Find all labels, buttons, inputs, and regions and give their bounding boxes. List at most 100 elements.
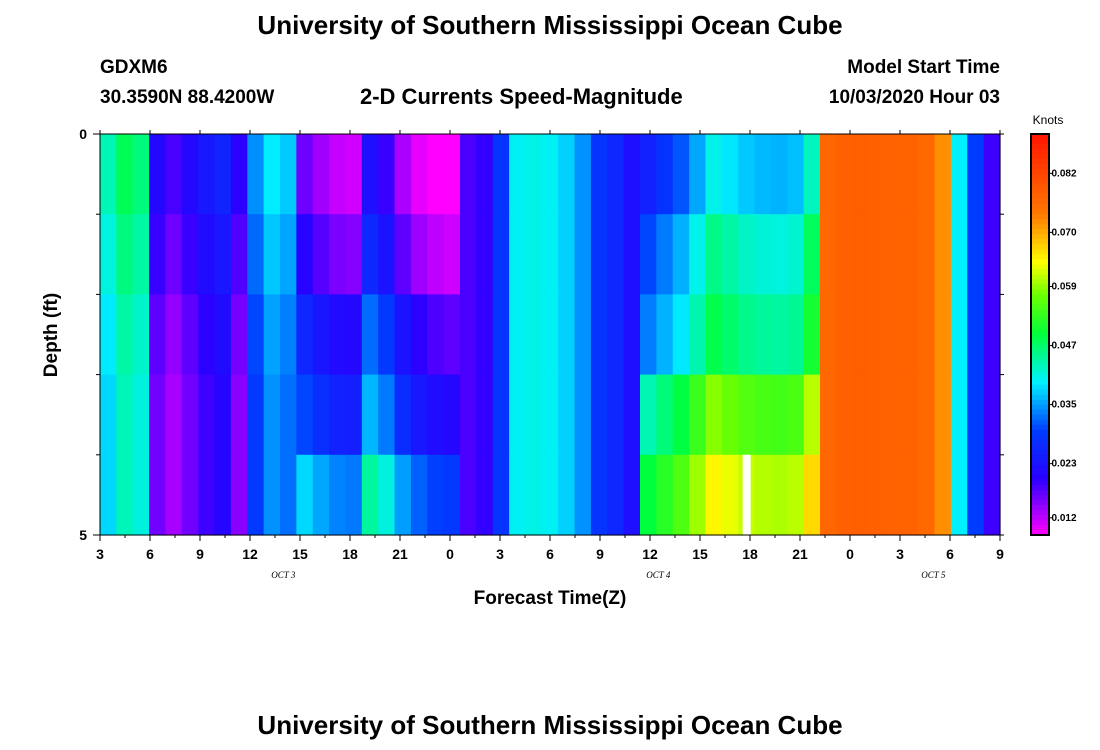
heatmap-cell	[738, 374, 756, 456]
heatmap-cell	[541, 294, 559, 376]
heatmap-cell	[214, 134, 232, 215]
heatmap-cell	[869, 294, 887, 376]
heatmap-cell	[230, 454, 248, 536]
heatmap-cell	[541, 134, 559, 215]
heatmap-cell	[574, 454, 592, 536]
colorbar-segment	[1031, 319, 1049, 326]
heatmap-cell	[525, 214, 543, 295]
colorbar-segment	[1031, 279, 1049, 285]
heatmap-cell	[100, 134, 117, 215]
heatmap-cell	[885, 454, 903, 536]
colorbar-segment	[1031, 484, 1049, 491]
colorbar-segment	[1031, 264, 1049, 270]
heatmap-cell	[181, 134, 199, 215]
colorbar-segment	[1031, 339, 1049, 346]
heatmap-cell	[541, 214, 559, 295]
heatmap-cell	[361, 454, 379, 536]
colorbar-segment	[1031, 249, 1049, 255]
heatmap-cell	[280, 214, 297, 295]
heatmap-cell	[754, 374, 772, 456]
heatmap-cell	[787, 294, 805, 376]
y-axis-label: Depth (ft)	[41, 293, 62, 377]
colorbar-frame	[1030, 133, 1050, 536]
heatmap-cell	[509, 134, 527, 215]
date-label: OCT 5	[921, 570, 946, 580]
heatmap-cell	[640, 214, 657, 295]
heatmap-cell	[787, 214, 805, 295]
heatmap-cell	[590, 294, 608, 376]
heatmap-cell	[590, 134, 608, 215]
heatmap-cell	[116, 294, 134, 376]
heatmap-cell	[100, 374, 117, 456]
x-tick-label: 9	[196, 546, 204, 562]
heatmap-cell	[476, 294, 494, 376]
y-axis: 05	[79, 126, 1004, 543]
colorbar-segment	[1031, 189, 1049, 195]
colorbar-tick-label: 0.082	[1051, 168, 1076, 179]
heatmap-cell	[836, 294, 854, 376]
colorbar-segment	[1031, 414, 1049, 421]
heatmap-cell	[901, 294, 919, 376]
heatmap-cell	[165, 454, 183, 536]
heatmap-cell	[509, 214, 527, 295]
heatmap-cell	[296, 214, 314, 295]
date-label: OCT 3	[271, 570, 296, 580]
heatmap-cell	[525, 134, 543, 215]
y-tick-label: 0	[79, 126, 87, 142]
heatmap-cell	[427, 134, 445, 215]
heatmap-cell	[427, 374, 445, 456]
heatmap-cell	[116, 454, 134, 536]
heatmap-cell	[672, 214, 690, 295]
heatmap-cell	[181, 374, 199, 456]
station-coords: 30.3590N 88.4200W	[100, 87, 275, 108]
heatmap-cell	[918, 374, 936, 456]
heatmap-cell	[689, 454, 707, 536]
heatmap-cell	[312, 134, 330, 215]
heatmap-cell	[803, 374, 821, 456]
heatmap-cell	[934, 454, 952, 536]
heatmap-cell	[329, 374, 347, 456]
heatmap-cell	[672, 134, 690, 215]
heatmap-cell	[950, 214, 968, 295]
colorbar-segment	[1031, 229, 1049, 235]
heatmap-cell	[656, 454, 674, 536]
heatmap-cell	[296, 454, 314, 536]
colorbar-tick-label: 0.023	[1051, 459, 1076, 470]
colorbar-tick-label: 0.012	[1051, 513, 1076, 524]
colorbar-segment	[1031, 474, 1049, 481]
colorbar-segment	[1031, 139, 1049, 145]
heatmap-cell	[378, 214, 396, 295]
colorbar-segment	[1031, 359, 1049, 366]
heatmap-cell	[165, 294, 183, 376]
heatmap-cell	[852, 454, 870, 536]
x-tick-label: 3	[496, 546, 504, 562]
heatmap-cell	[476, 214, 494, 295]
model-start-label: Model Start Time	[847, 57, 1000, 78]
heatmap-cell	[132, 214, 150, 295]
colorbar-segment	[1031, 529, 1049, 536]
heatmap-cell	[656, 134, 674, 215]
heatmap-cell	[247, 214, 265, 295]
heatmap-cell	[623, 374, 641, 456]
heatmap-cell	[689, 294, 707, 376]
heatmap-cell	[460, 134, 477, 215]
heatmap-cell	[541, 454, 559, 536]
heatmap-cell	[427, 454, 445, 536]
x-tick-label: 21	[392, 546, 408, 562]
heatmap-cell	[852, 294, 870, 376]
heatmap-cell	[803, 294, 821, 376]
heatmap-cell	[214, 374, 232, 456]
colorbar-segment	[1031, 344, 1049, 351]
heatmap-cell	[312, 374, 330, 456]
heatmap-cell	[460, 214, 477, 295]
heatmap-cell	[149, 294, 167, 376]
x-tick-label: 9	[996, 546, 1004, 562]
heatmap-cell	[607, 134, 625, 215]
heatmap-cell	[329, 454, 347, 536]
heatmap-cell	[378, 134, 396, 215]
heatmap-cell	[901, 214, 919, 295]
heatmap-cell	[312, 294, 330, 376]
heatmap-cell	[820, 454, 837, 536]
heatmap-cell	[607, 294, 625, 376]
heatmap-cell	[705, 294, 723, 376]
